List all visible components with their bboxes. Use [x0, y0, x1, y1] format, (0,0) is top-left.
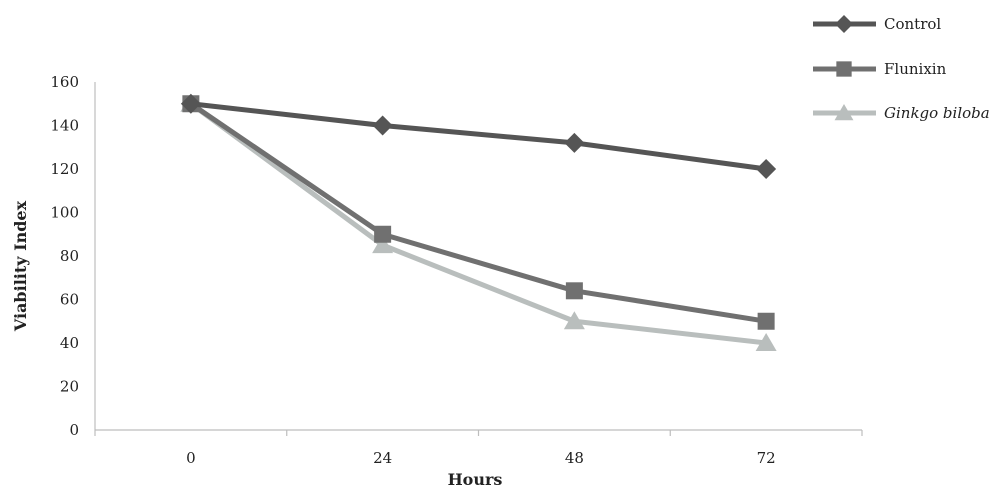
x-ticks: 0 24 48 72 [94, 430, 863, 467]
legend-label: Control [884, 15, 941, 33]
legend: Control Flunixin Ginkgo biloba [813, 15, 990, 122]
square-marker [374, 225, 392, 243]
legend-item: Flunixin [813, 60, 947, 78]
diamond-marker [372, 115, 393, 136]
y-tick-label: 0 [69, 421, 79, 439]
x-axis-title: Hours [448, 470, 503, 489]
y-tick-label: 80 [60, 247, 79, 265]
diamond-marker [564, 132, 585, 153]
y-tick-label: 40 [60, 334, 79, 352]
x-tick-label: 24 [373, 449, 392, 467]
y-tick-label: 120 [50, 160, 79, 178]
square-marker [565, 282, 583, 300]
series-line [189, 101, 767, 324]
y-tick-label: 20 [60, 378, 79, 396]
series-line [190, 101, 767, 172]
triangle-marker [563, 311, 585, 330]
triangle-marker [834, 104, 854, 121]
x-tick-label: 48 [565, 449, 584, 467]
square-marker [836, 61, 852, 77]
triangle-marker [372, 235, 394, 254]
diamond-marker [756, 159, 777, 179]
x-tick-label: 0 [186, 449, 196, 467]
series-layer [180, 93, 777, 351]
series-control [180, 93, 777, 179]
series-flunixin [182, 95, 775, 330]
y-ticks: 0 20 40 60 80 100 120 140 160 [50, 73, 79, 439]
square-marker [757, 312, 775, 330]
y-tick-label: 140 [50, 117, 79, 135]
diamond-marker [835, 15, 853, 33]
x-tick-label: 72 [757, 449, 776, 467]
legend-item: Control [813, 15, 941, 33]
y-axis-title: Viability Index [11, 200, 30, 332]
series-line [189, 101, 767, 346]
triangle-marker [755, 333, 777, 351]
legend-label: Ginkgo biloba [884, 104, 990, 122]
diamond-marker [180, 93, 201, 114]
y-tick-label: 100 [50, 204, 79, 222]
y-tick-label: 160 [50, 73, 79, 91]
legend-label: Flunixin [884, 60, 947, 78]
y-tick-label: 60 [60, 291, 79, 309]
legend-item: Ginkgo biloba [813, 104, 990, 122]
